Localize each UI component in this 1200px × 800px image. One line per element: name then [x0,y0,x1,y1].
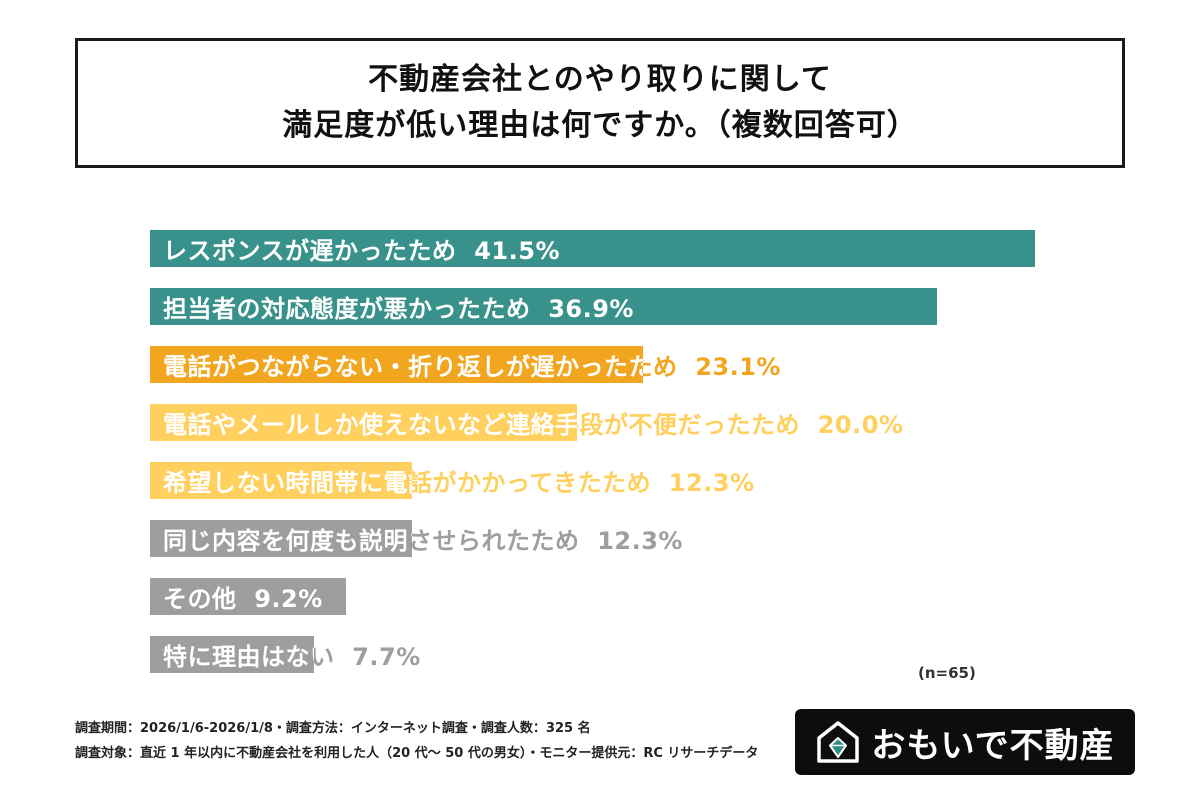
bar-chart: レスポンスが遅かったため 41.5% レスポンスが遅かったため 41.5% 担当者の… [150,230,1050,694]
bar [150,520,412,557]
bar-row-8: 特に理由はない 7.7% 特に理由はない 7.7% [150,636,1050,673]
bar [150,578,346,615]
bar-label-overflow: レスポンスが遅かったため 41.5% [163,237,560,265]
bar-row-4: 電話やメールしか使えないなど連絡手段が不便だったため 20.0% 電話やメールしか… [150,404,1050,441]
bar-label-overflow: 同じ内容を何度も説明させられたため 12.3% [163,527,683,555]
bar-row-7: その他 9.2% その他 9.2% [150,578,1050,615]
bar-label-overflow: 電話やメールしか使えないなど連絡手段が不便だったため 20.0% [163,411,904,439]
bar-label: その他 9.2% [163,585,323,613]
bar-label-overflow: 電話がつながらない・折り返しが遅かったため 23.1% [163,353,781,381]
sample-size-note: (n=65) [918,664,976,682]
title-line-1: 不動産会社とのやり取りに関して [368,61,832,97]
title-line-2: 満足度が低い理由は何ですか。（複数回答可） [282,108,918,143]
bar [150,404,577,441]
bar-label-overflow: 担当者の対応態度が悪かったため 36.9% [163,295,634,323]
bar-label: レスポンスが遅かったため 41.5% [163,237,560,265]
bar-row-6: 同じ内容を何度も説明させられたため 12.3% 同じ内容を何度も説明させられたため… [150,520,1050,557]
bar [150,346,643,383]
bar-row-2: 担当者の対応態度が悪かったため 36.9% 担当者の対応態度が悪かったため 36.… [150,288,1050,325]
bar [150,288,937,325]
title-box: 不動産会社とのやり取りに関して 満足度が低い理由は何ですか。（複数回答可） [75,38,1125,168]
bar-row-1: レスポンスが遅かったため 41.5% レスポンスが遅かったため 41.5% [150,230,1050,267]
survey-note-1: 調査期間：2026/1/6-2026/1/8・調査方法：インターネット調査・調査… [75,721,591,736]
survey-footnotes: 調査期間：2026/1/6-2026/1/8・調査方法：インターネット調査・調査… [75,716,758,766]
brand-name: おもいで不動産 [871,725,1115,766]
bar-label-overflow: 特に理由はない 7.7% [163,643,421,671]
bar-row-5: 希望しない時間帯に電話がかかってきたため 12.3% 希望しない時間帯に電話がかか… [150,462,1050,499]
bar-label-overflow: 希望しない時間帯に電話がかかってきたため 12.3% [163,469,755,497]
bar-row-3: 電話がつながらない・折り返しが遅かったため 23.1% 電話がつながらない・折り返… [150,346,1050,383]
house-gem-icon [817,721,860,763]
survey-note-2: 調査対象：直近 1 年以内に不動産会社を利用した人（20 代〜 50 代の男女）… [75,746,759,761]
bar [150,462,412,499]
bar-label-overflow: その他 9.2% [163,585,323,613]
brand-logo: おもいで不動産 [795,709,1135,775]
bar-label: 担当者の対応態度が悪かったため 36.9% [163,295,634,323]
bar [150,636,314,673]
bar [150,230,1035,267]
